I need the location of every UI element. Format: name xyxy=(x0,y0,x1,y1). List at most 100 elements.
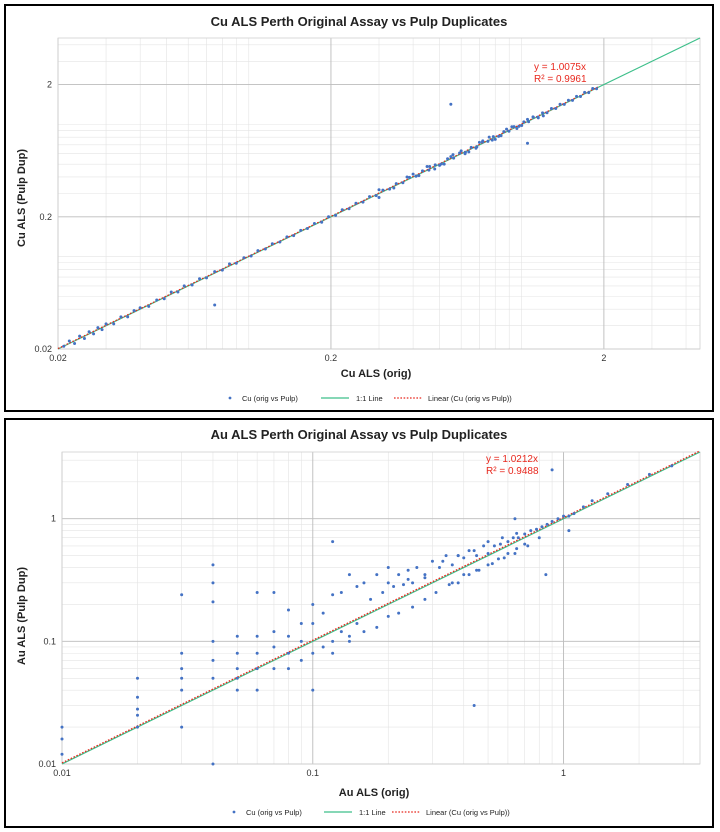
au-x-tick-label: 1 xyxy=(561,768,566,778)
cu-x-tick-label: 0.2 xyxy=(325,353,338,363)
cu-data-point xyxy=(527,120,531,124)
cu-data-point xyxy=(82,337,86,341)
au-data-point xyxy=(386,566,390,570)
au-data-point xyxy=(331,651,335,655)
au-data-point xyxy=(299,658,303,662)
au-data-point xyxy=(506,540,510,544)
cu-trendline-equation: y = 1.0075x xyxy=(534,62,586,73)
au-data-point xyxy=(272,667,276,671)
au-data-point xyxy=(482,544,486,548)
cu-data-point xyxy=(228,262,232,266)
cu-data-point xyxy=(575,94,579,98)
au-data-point xyxy=(486,552,490,556)
cu-data-point xyxy=(541,111,545,115)
au-data-point xyxy=(456,554,460,558)
cu-data-point xyxy=(104,322,108,326)
au-data-point xyxy=(572,512,576,516)
au-x-tick-label: 0.1 xyxy=(307,768,320,778)
cu-data-point xyxy=(515,127,519,131)
au-data-point xyxy=(180,651,184,655)
au-data-point xyxy=(60,737,64,741)
cu-data-point xyxy=(176,290,180,294)
au-data-point xyxy=(211,600,215,604)
cu-x-tick-label: 2 xyxy=(601,353,606,363)
au-data-point xyxy=(235,667,239,671)
cu-data-point xyxy=(361,200,365,204)
au-data-point xyxy=(590,499,594,503)
cu-data-point xyxy=(377,188,381,192)
au-data-point xyxy=(556,517,560,521)
cu-data-point xyxy=(340,208,344,212)
cu-data-point xyxy=(126,315,130,319)
cu-data-point xyxy=(394,182,398,186)
cu-data-point xyxy=(292,234,296,238)
cu-chart-panel: Cu ALS Perth Original Assay vs Pulp Dupl… xyxy=(4,4,714,412)
au-data-point xyxy=(523,532,527,536)
cu-data-point xyxy=(451,153,455,157)
cu-data-point xyxy=(249,254,253,258)
cu-data-point xyxy=(493,137,497,141)
cu-y-tick-label: 2 xyxy=(47,80,52,90)
au-data-point xyxy=(272,645,276,649)
au-data-point xyxy=(255,667,259,671)
cu-chart: Cu ALS Perth Original Assay vs Pulp Dupl… xyxy=(16,14,701,403)
au-data-point xyxy=(135,725,139,729)
au-outlier-point xyxy=(513,517,517,521)
au-data-point xyxy=(60,752,64,756)
au-chart-title: Au ALS Perth Original Assay vs Pulp Dupl… xyxy=(211,427,508,442)
au-data-point xyxy=(286,608,290,612)
au-data-point xyxy=(60,725,64,729)
cu-data-point xyxy=(562,102,566,106)
cu-legend-label-one-to-one: 1:1 Line xyxy=(356,394,383,403)
au-data-point xyxy=(311,621,315,625)
au-data-point xyxy=(272,591,276,595)
au-one-to-one-line xyxy=(61,451,701,765)
au-data-point xyxy=(235,676,239,680)
au-trendline-r2: R² = 0.9488 xyxy=(486,466,539,477)
au-data-point xyxy=(180,593,184,597)
au-data-point xyxy=(562,514,566,518)
cu-data-point xyxy=(541,114,545,118)
cu-data-point xyxy=(414,174,418,178)
au-data-point xyxy=(135,676,139,680)
au-data-point xyxy=(355,585,359,589)
au-data-point xyxy=(450,581,454,585)
au-data-point xyxy=(670,464,674,468)
cu-data-point xyxy=(411,172,415,176)
au-data-point xyxy=(397,573,401,577)
au-data-point xyxy=(498,542,502,546)
au-data-point xyxy=(311,651,315,655)
au-data-point xyxy=(392,585,396,589)
cu-data-point xyxy=(190,283,194,287)
cu-data-point xyxy=(587,91,591,95)
cu-data-point xyxy=(213,270,217,274)
au-data-point xyxy=(180,725,184,729)
au-chart: Au ALS Perth Original Assay vs Pulp Dupl… xyxy=(16,427,701,817)
cu-data-point xyxy=(263,247,267,251)
cu-data-point xyxy=(571,98,575,102)
cu-data-point xyxy=(442,162,446,166)
au-data-point xyxy=(492,544,496,548)
cu-data-point xyxy=(558,102,562,106)
cu-data-point xyxy=(517,124,521,128)
au-data-point xyxy=(456,581,460,585)
cu-data-point xyxy=(438,163,442,167)
au-data-point xyxy=(406,568,410,572)
au-data-point xyxy=(447,583,451,587)
cu-data-point xyxy=(427,168,431,172)
cu-data-point xyxy=(458,151,462,155)
cu-data-point xyxy=(312,221,316,225)
au-data-point xyxy=(496,557,500,561)
au-data-point xyxy=(211,762,215,766)
cu-data-point xyxy=(285,235,289,239)
cu-data-point xyxy=(147,304,151,308)
au-data-point xyxy=(415,566,419,570)
cu-data-point xyxy=(347,207,351,211)
cu-data-point xyxy=(374,194,378,198)
au-data-point xyxy=(331,639,335,643)
cu-data-point xyxy=(591,86,595,90)
cu-legend: Cu (orig vs Pulp) 1:1 Line Linear (Cu (o… xyxy=(228,394,512,403)
cu-outlier-point xyxy=(213,303,217,307)
cu-data-point xyxy=(502,130,506,134)
cu-data-point xyxy=(407,175,411,179)
